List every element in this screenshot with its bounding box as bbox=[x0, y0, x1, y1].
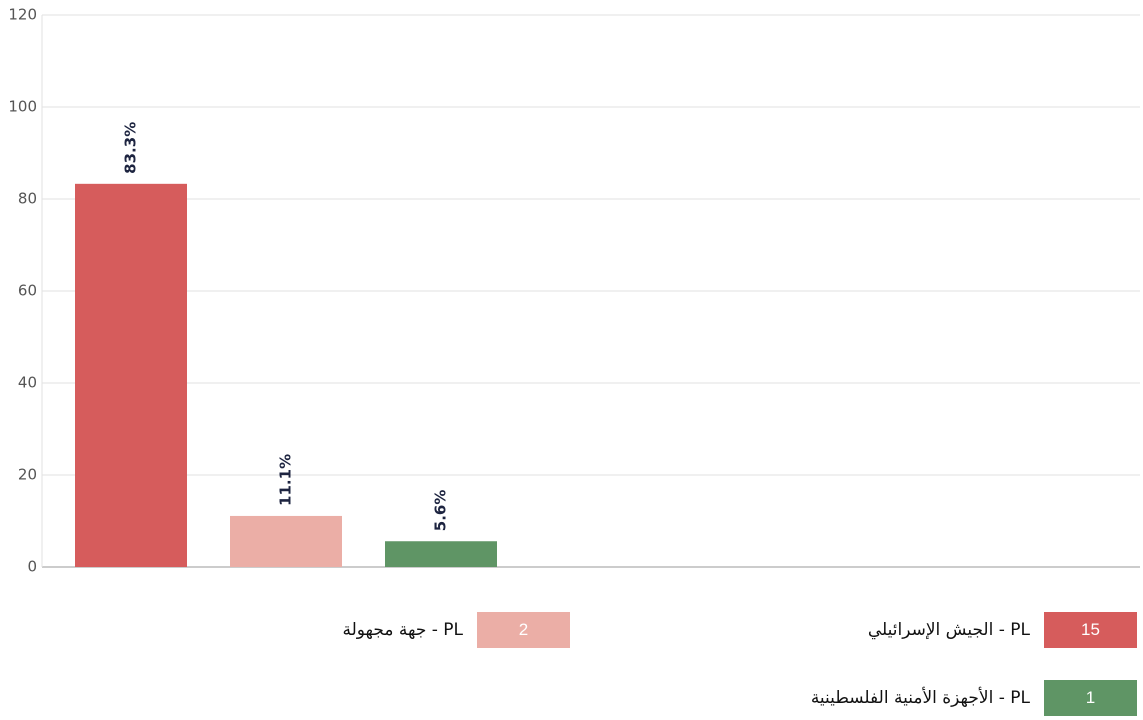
bar bbox=[230, 515, 342, 567]
bar bbox=[75, 183, 187, 567]
chart: 0 20 40 60 80 100 120 83.3% 11.1% 5.6% bbox=[8, 6, 1140, 576]
value-label: 5.6% bbox=[432, 490, 450, 532]
y-tick-label: 120 bbox=[8, 6, 37, 24]
legend-count: 1 bbox=[1044, 680, 1137, 716]
y-tick-label: 60 bbox=[18, 282, 37, 300]
legend-item: 2 PL - جهة مجهولة bbox=[342, 612, 570, 648]
value-label: 11.1% bbox=[277, 454, 295, 506]
y-tick-label: 20 bbox=[18, 466, 37, 484]
legend-name: PL - الأجهزة الأمنية الفلسطينية bbox=[810, 688, 1030, 708]
y-tick-label: 0 bbox=[27, 558, 37, 576]
y-tick-label: 80 bbox=[18, 190, 37, 208]
legend-count: 2 bbox=[477, 612, 570, 648]
y-tick-label: 100 bbox=[8, 98, 37, 116]
legend-name: PL - الجيش الإسرائيلي bbox=[867, 620, 1030, 640]
legend-name: PL - جهة مجهولة bbox=[342, 620, 463, 640]
legend-item: 1 PL - الأجهزة الأمنية الفلسطينية bbox=[811, 680, 1137, 716]
value-label: 83.3% bbox=[122, 122, 140, 174]
legend-count: 15 bbox=[1044, 612, 1137, 648]
legend-item: 15 PL - الجيش الإسرائيلي bbox=[868, 612, 1137, 648]
bar bbox=[385, 541, 497, 567]
y-tick-label: 40 bbox=[18, 374, 37, 392]
